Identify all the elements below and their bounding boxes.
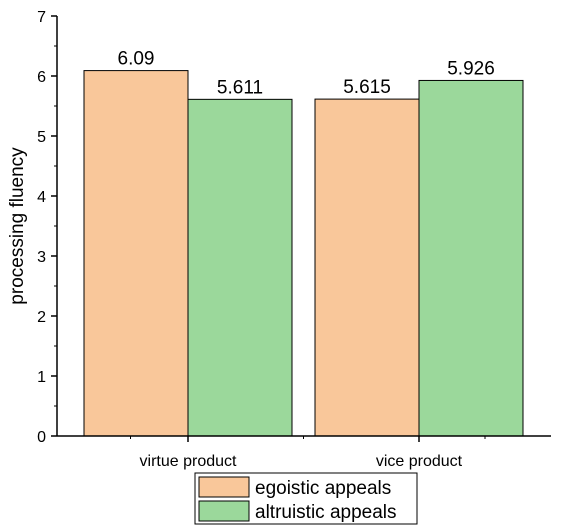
legend-swatch bbox=[198, 500, 250, 522]
y-tick-label: 4 bbox=[37, 189, 46, 206]
legend: egoistic appeals altruistic appeals bbox=[194, 472, 418, 525]
data-label: 5.926 bbox=[447, 58, 495, 79]
legend-label: altruistic appeals bbox=[255, 502, 397, 523]
legend-label: egoistic appeals bbox=[255, 478, 391, 499]
y-axis-title: processing fluency bbox=[7, 147, 28, 305]
y-tick-label: 1 bbox=[37, 369, 46, 386]
y-tick-label: 7 bbox=[37, 9, 46, 26]
y-tick-label: 6 bbox=[37, 69, 46, 86]
bar-altruistic-virtue bbox=[187, 98, 293, 437]
bar-egoistic-vice bbox=[314, 98, 420, 437]
legend-swatch bbox=[198, 476, 250, 498]
y-tick-label: 2 bbox=[37, 309, 46, 326]
data-label: 6.09 bbox=[118, 49, 155, 70]
data-label: 5.611 bbox=[217, 77, 263, 98]
y-ticks-layer: 0 1 2 3 4 5 6 7 bbox=[37, 9, 57, 446]
x-ticks-layer: virtue product vice product bbox=[130, 436, 486, 470]
x-tick-label: vice product bbox=[376, 453, 463, 470]
y-tick-label: 3 bbox=[37, 249, 46, 266]
data-labels-layer: 6.09 5.615 5.611 5.926 bbox=[118, 49, 495, 99]
bar-altruistic-vice bbox=[418, 79, 524, 437]
data-label: 5.615 bbox=[343, 77, 391, 98]
bar-egoistic-virtue bbox=[83, 70, 189, 437]
bars-layer bbox=[83, 70, 524, 437]
y-tick-label: 5 bbox=[37, 129, 46, 146]
y-tick-label: 0 bbox=[37, 429, 46, 446]
x-tick-label: virtue product bbox=[140, 453, 237, 470]
legend-items: egoistic appeals altruistic appeals bbox=[198, 476, 397, 523]
